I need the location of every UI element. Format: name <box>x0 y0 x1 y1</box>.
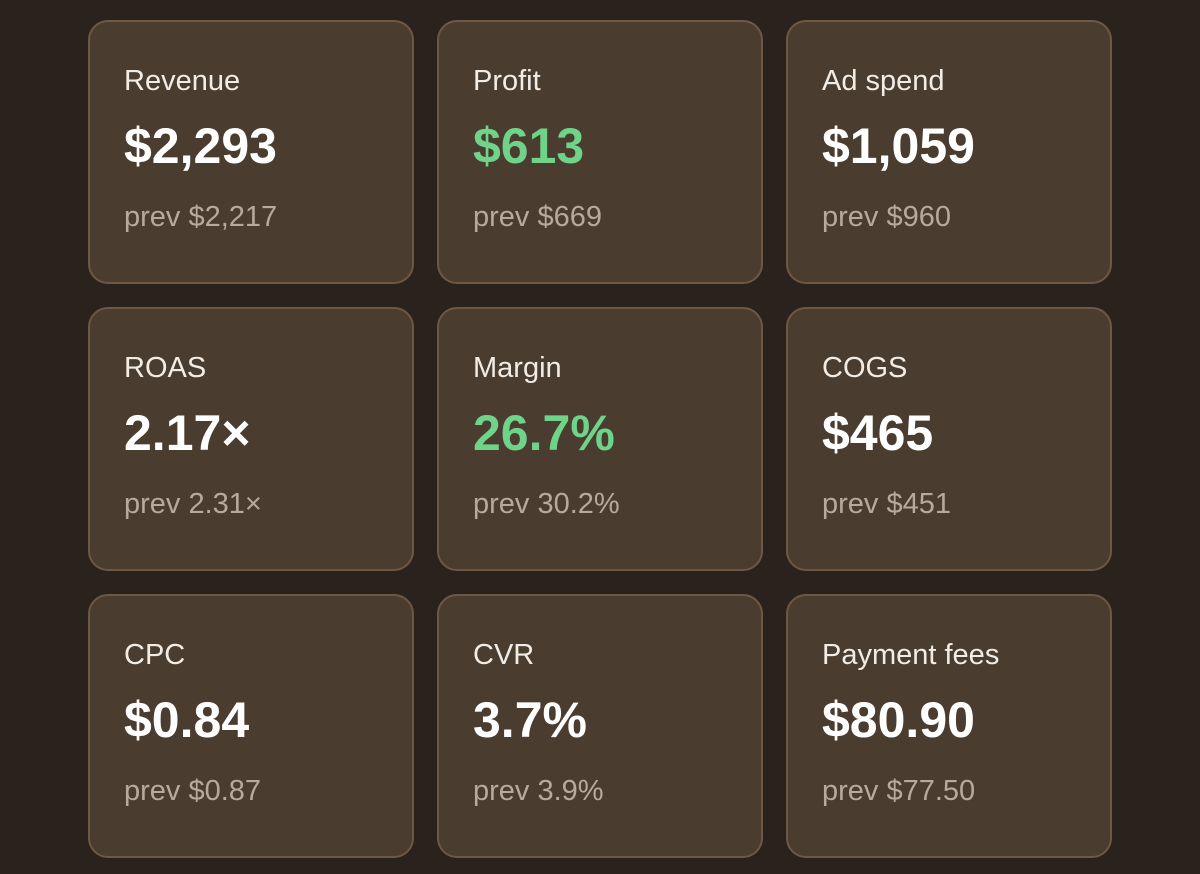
metric-value: 2.17× <box>124 405 251 461</box>
metric-previous: prev $0.87 <box>124 775 262 807</box>
metric-previous: prev 3.9% <box>473 775 604 807</box>
metric-previous: prev $451 <box>822 488 951 520</box>
metric-value: 3.7% <box>473 692 587 748</box>
metric-card-profit[interactable]: Profit $613 prev $669 <box>437 20 763 284</box>
metric-card-ad-spend[interactable]: Ad spend $1,059 prev $960 <box>786 20 1112 284</box>
metric-card-margin[interactable]: Margin 26.7% prev 30.2% <box>437 307 763 571</box>
metric-label: COGS <box>822 352 908 384</box>
metric-previous: prev 2.31× <box>124 488 262 520</box>
metric-label: Revenue <box>124 65 241 97</box>
metric-value: $465 <box>822 405 934 461</box>
metric-value: $2,293 <box>124 118 277 174</box>
metric-previous: prev 30.2% <box>473 488 620 520</box>
metric-card-cpc[interactable]: CPC $0.84 prev $0.87 <box>88 594 414 858</box>
metric-previous: prev $77.50 <box>822 775 976 807</box>
metric-label: Payment fees <box>822 639 1000 671</box>
metric-value: $80.90 <box>822 692 975 748</box>
metric-card-payment-fees[interactable]: Payment fees $80.90 prev $77.50 <box>786 594 1112 858</box>
metric-value: $613 <box>473 118 585 174</box>
metrics-grid: Revenue $2,293 prev $2,217 Profit $613 p… <box>88 20 1112 858</box>
metric-card-revenue[interactable]: Revenue $2,293 prev $2,217 <box>88 20 414 284</box>
metric-label: ROAS <box>124 352 207 384</box>
metric-label: Ad spend <box>822 65 945 97</box>
metric-previous: prev $960 <box>822 201 951 233</box>
metric-previous: prev $669 <box>473 201 602 233</box>
metric-card-cogs[interactable]: COGS $465 prev $451 <box>786 307 1112 571</box>
metric-card-cvr[interactable]: CVR 3.7% prev 3.9% <box>437 594 763 858</box>
metric-card-roas[interactable]: ROAS 2.17× prev 2.31× <box>88 307 414 571</box>
metric-label: Profit <box>473 65 541 97</box>
metric-label: Margin <box>473 352 562 384</box>
metric-value: $1,059 <box>822 118 975 174</box>
metric-value: 26.7% <box>473 405 615 461</box>
metric-label: CVR <box>473 639 535 671</box>
metric-previous: prev $2,217 <box>124 201 278 233</box>
metric-label: CPC <box>124 639 186 671</box>
metric-value: $0.84 <box>124 692 250 748</box>
